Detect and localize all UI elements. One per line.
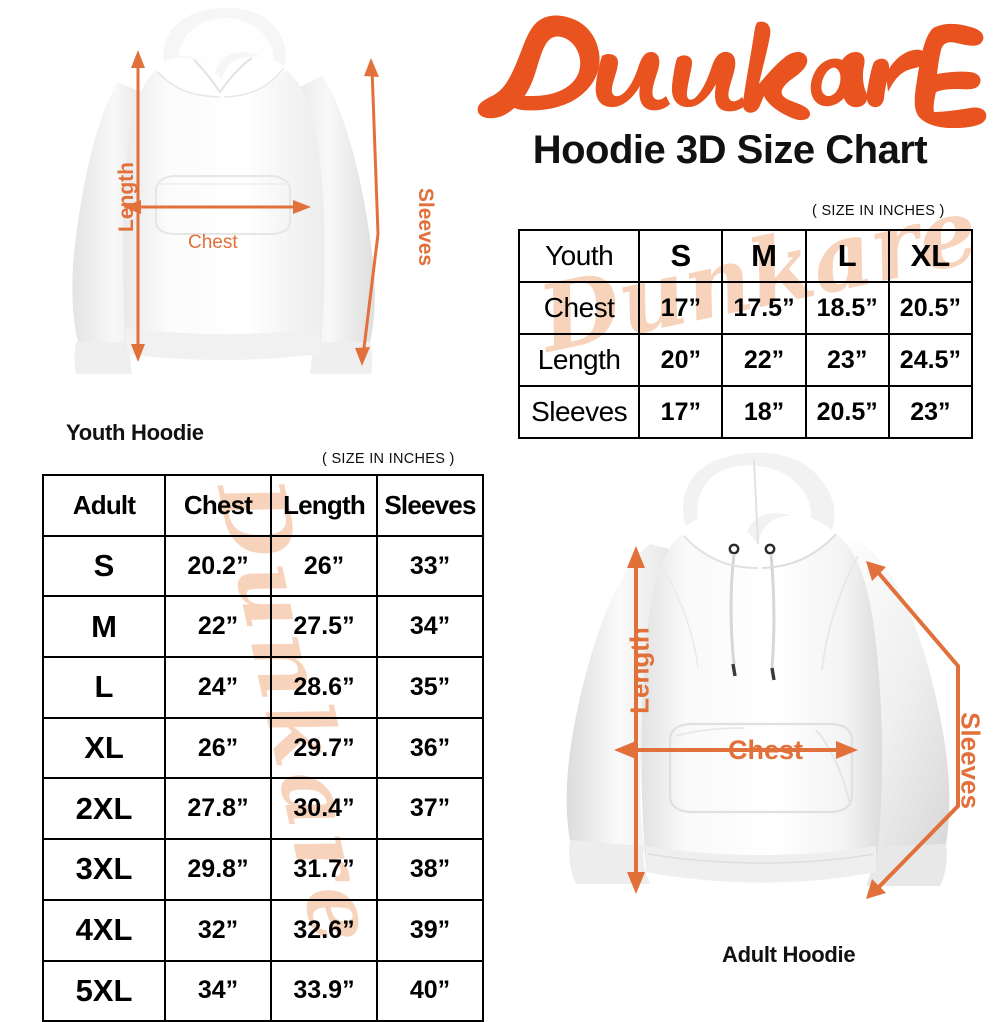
adult-hdr-length: Length xyxy=(270,474,378,537)
table-row: Sleeves 17” 18” 20.5” 23” xyxy=(517,385,974,439)
youth-length-m: 22” xyxy=(721,333,807,387)
adult-chest-s: 20.2” xyxy=(164,534,272,598)
adult-chest-2xl: 27.8” xyxy=(164,777,272,841)
adult-sleeves-l: 35” xyxy=(376,656,484,719)
adult-chest-xl: 26” xyxy=(164,716,272,780)
brand-logo xyxy=(470,8,990,128)
adult-sleeves-2xl: 37” xyxy=(376,777,484,841)
adult-length-l: 28.6” xyxy=(270,656,378,719)
adult-length-xl: 29.7” xyxy=(270,716,378,780)
youth-col-m: M xyxy=(721,229,807,283)
table-header-row: Adult Chest Length Sleeves xyxy=(42,474,484,537)
youth-chest-s: 17” xyxy=(638,281,724,335)
adult-length-s: 26” xyxy=(270,534,378,598)
adult-size-l: L xyxy=(42,656,166,719)
size-chart-page: Dunkare Dunkare Hoodie 3D Size Char xyxy=(42,4,998,1022)
youth-size-table: Youth S M L XL Chest 17” 17.5” 18.5” 20.… xyxy=(517,229,974,439)
adult-sleeves-s: 33” xyxy=(376,534,484,598)
adult-sleeves-3xl: 38” xyxy=(376,838,484,901)
adult-hdr-adult: Adult xyxy=(42,474,166,537)
youth-chest-m: 17.5” xyxy=(721,281,807,335)
adult-sleeves-m: 34” xyxy=(376,595,484,659)
adult-size-4xl: 4XL xyxy=(42,898,166,962)
youth-sleeves-xl: 23” xyxy=(887,385,974,439)
table-header-row: Youth S M L XL xyxy=(517,229,974,283)
youth-row-length-label: Length xyxy=(517,333,641,387)
youth-row-sleeves-label: Sleeves xyxy=(517,385,641,439)
adult-sleeves-4xl: 39” xyxy=(376,898,484,962)
adult-length-3xl: 31.7” xyxy=(270,838,378,901)
table-row: 3XL 29.8” 31.7” 38” xyxy=(42,838,484,901)
adult-length-5xl: 33.9” xyxy=(270,959,378,1022)
adult-hoodie-caption: Adult Hoodie xyxy=(722,942,856,967)
youth-length-xl: 24.5” xyxy=(887,333,974,387)
adult-chest-3xl: 29.8” xyxy=(164,838,272,901)
youth-chest-xl: 20.5” xyxy=(887,281,974,335)
adult-hdr-sleeves: Sleeves xyxy=(376,474,484,537)
table-row: Length 20” 22” 23” 24.5” xyxy=(517,333,974,387)
size-in-inches-note-adult: ( SIZE IN INCHES ) xyxy=(322,451,455,467)
youth-chest-l: 18.5” xyxy=(804,281,890,335)
adult-size-table: Adult Chest Length Sleeves S 20.2” 26” 3… xyxy=(42,474,484,1022)
adult-size-s: S xyxy=(42,534,166,598)
youth-length-s: 20” xyxy=(638,333,724,387)
adult-sleeves-xl: 36” xyxy=(376,716,484,780)
youth-sleeves-m: 18” xyxy=(721,385,807,439)
table-row: 5XL 34” 33.9” 40” xyxy=(42,959,484,1022)
adult-size-m: M xyxy=(42,595,166,659)
youth-sleeves-s: 17” xyxy=(638,385,724,439)
adult-sleeves-5xl: 40” xyxy=(376,959,484,1022)
adult-hoodie-illustration xyxy=(558,448,998,938)
table-row: S 20.2” 26” 33” xyxy=(42,534,484,598)
adult-length-m: 27.5” xyxy=(270,595,378,659)
youth-hoodie-caption: Youth Hoodie xyxy=(66,420,204,445)
adult-length-4xl: 32.6” xyxy=(270,898,378,962)
youth-col-s: S xyxy=(638,229,724,283)
page-title: Hoodie 3D Size Chart xyxy=(532,128,928,172)
size-in-inches-note-youth: ( SIZE IN INCHES ) xyxy=(812,203,945,219)
adult-hdr-chest: Chest xyxy=(164,474,272,537)
youth-col-l: L xyxy=(804,229,890,283)
table-row: Chest 17” 17.5” 18.5” 20.5” xyxy=(517,281,974,335)
youth-corner-label: Youth xyxy=(517,229,641,283)
adult-size-3xl: 3XL xyxy=(42,838,166,901)
youth-hoodie-illustration xyxy=(60,4,460,404)
adult-length-2xl: 30.4” xyxy=(270,777,378,841)
youth-col-xl: XL xyxy=(887,229,974,283)
table-row: 2XL 27.8” 30.4” 37” xyxy=(42,777,484,841)
youth-length-l: 23” xyxy=(804,333,890,387)
table-row: 4XL 32” 32.6” 39” xyxy=(42,898,484,962)
table-row: M 22” 27.5” 34” xyxy=(42,595,484,659)
adult-chest-m: 22” xyxy=(164,595,272,659)
adult-chest-5xl: 34” xyxy=(164,959,272,1022)
adult-size-5xl: 5XL xyxy=(42,959,166,1022)
adult-chest-l: 24” xyxy=(164,656,272,719)
adult-chest-4xl: 32” xyxy=(164,898,272,962)
adult-size-xl: XL xyxy=(42,716,166,780)
youth-row-chest-label: Chest xyxy=(517,281,641,335)
adult-size-2xl: 2XL xyxy=(42,777,166,841)
table-row: L 24” 28.6” 35” xyxy=(42,656,484,719)
youth-sleeves-l: 20.5” xyxy=(804,385,890,439)
table-row: XL 26” 29.7” 36” xyxy=(42,716,484,780)
